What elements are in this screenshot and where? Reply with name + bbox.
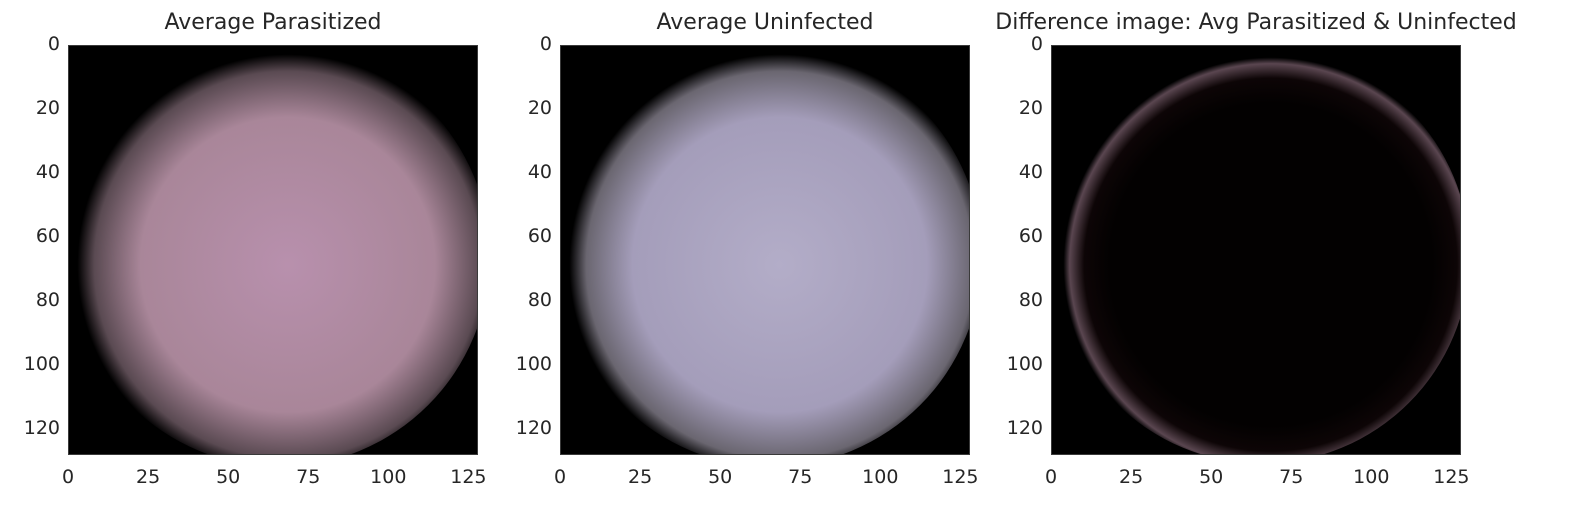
image-plot-area <box>1051 45 1461 455</box>
y-tick-label: 60 <box>527 225 552 248</box>
x-tick-label: 125 <box>1433 466 1470 488</box>
y-tick-label: 60 <box>35 225 60 248</box>
chart-title: Average Uninfected <box>656 10 874 35</box>
x-tick-label: 50 <box>216 466 241 488</box>
cell-disc <box>561 46 969 454</box>
x-tick-label: 100 <box>862 466 899 488</box>
y-tick-label: 60 <box>1018 225 1043 248</box>
y-tick-label: 120 <box>515 417 552 440</box>
cell-disc <box>69 46 477 454</box>
x-tick-label: 75 <box>1279 466 1304 488</box>
y-tick-label: 80 <box>1018 289 1043 312</box>
x-tick-label: 25 <box>135 466 161 488</box>
x-tick-label: 0 <box>1044 466 1058 488</box>
y-tick-label: 20 <box>527 97 552 120</box>
x-tick-label: 100 <box>1353 466 1390 488</box>
y-tick-label: 80 <box>527 289 552 312</box>
y-tick-label: 100 <box>23 353 60 376</box>
x-tick-label: 25 <box>627 466 653 488</box>
x-tick-label: 0 <box>553 466 567 488</box>
y-tick-label: 100 <box>1006 353 1043 376</box>
chart-title: Average Parasitized <box>164 10 382 35</box>
x-tick-label: 125 <box>942 466 979 488</box>
y-tick-label: 20 <box>1018 97 1043 120</box>
y-tick-label: 0 <box>47 33 60 55</box>
x-tick-label: 50 <box>708 466 733 488</box>
x-tick-label: 50 <box>1199 466 1224 488</box>
y-tick-label: 120 <box>1006 417 1043 440</box>
y-tick-label: 40 <box>527 161 552 184</box>
x-tick-label: 75 <box>296 466 321 488</box>
y-tick-label: 80 <box>35 289 60 312</box>
image-plot-area <box>560 45 970 455</box>
y-tick-label: 40 <box>1018 161 1043 184</box>
chart-title: Difference image: Avg Parasitized & Unin… <box>995 10 1517 35</box>
x-tick-label: 100 <box>370 466 407 488</box>
y-tick-label: 20 <box>35 97 60 120</box>
image-plot-area <box>68 45 478 455</box>
x-tick-label: 125 <box>450 466 487 488</box>
averaged-cell-image <box>69 46 477 454</box>
averaged-cell-image <box>1052 46 1460 454</box>
y-tick-label: 0 <box>539 33 552 55</box>
y-tick-label: 100 <box>515 353 552 376</box>
y-tick-label: 0 <box>1030 33 1043 55</box>
averaged-cell-image <box>561 46 969 454</box>
x-tick-label: 0 <box>61 466 75 488</box>
x-tick-label: 75 <box>788 466 813 488</box>
cell-disc <box>1055 49 1460 454</box>
x-tick-label: 25 <box>1118 466 1144 488</box>
y-tick-label: 40 <box>35 161 60 184</box>
y-tick-label: 120 <box>23 417 60 440</box>
